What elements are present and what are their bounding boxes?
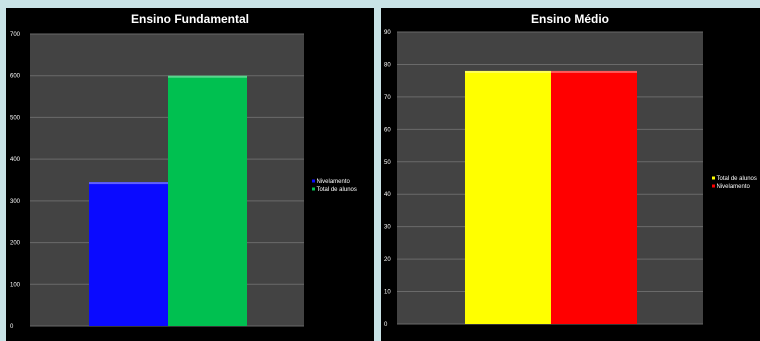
y-tick-label: 70 [384, 95, 391, 101]
y-tick-label: 300 [10, 199, 21, 205]
bar-highlight [551, 70, 637, 73]
y-tick-label: 60 [384, 127, 391, 133]
y-tick-label: 600 [10, 74, 21, 80]
legend-swatch [312, 187, 315, 191]
y-tick-label: 0 [10, 324, 14, 330]
chart-svg-ensino-fundamental: Ensino Fundamental 0 100 200 300 400 500 600 70… [10, 12, 357, 330]
y-tick-label: 700 [10, 32, 21, 38]
bar-highlight [168, 75, 247, 78]
chart-ensino-fundamental: Ensino Fundamental 0 100 200 300 400 500 600 70… [6, 8, 374, 341]
y-tick-label: 20 [384, 257, 391, 263]
y-tick-label: 40 [384, 192, 391, 198]
bar-highlight [89, 182, 168, 185]
chart-title: Ensino Fundamental [131, 12, 249, 26]
bar-nivelamento [551, 70, 637, 324]
legend-swatch [312, 179, 315, 183]
y-tick-label: 80 [384, 62, 391, 68]
bar-nivelamento [89, 182, 168, 326]
y-tick-label: 100 [10, 282, 21, 288]
legend-label: Total de alunos [717, 176, 757, 182]
y-tick-label: 200 [10, 241, 21, 247]
bar-total-de-alunos [168, 75, 247, 326]
y-tick-label: 0 [384, 322, 388, 328]
chart-ensino-medio: Ensino Médio 0 10 20 30 40 50 60 70 80 90 Total de… [381, 8, 760, 341]
chart-title: Ensino Médio [531, 12, 609, 26]
y-tick-label: 500 [10, 115, 21, 121]
legend-label: Nivelamento [317, 179, 351, 185]
y-tick-label: 30 [384, 225, 391, 231]
y-tick-label: 50 [384, 160, 391, 166]
legend-label: Nivelamento [717, 184, 751, 190]
legend-swatch [712, 184, 715, 188]
chart-svg-ensino-medio: Ensino Médio 0 10 20 30 40 50 60 70 80 90 Total de… [384, 12, 757, 328]
bar-total-de-alunos [465, 70, 551, 324]
y-tick-label: 90 [384, 30, 391, 36]
bar-highlight [465, 70, 551, 73]
legend-swatch [712, 176, 715, 180]
y-tick-label: 10 [384, 290, 391, 296]
y-tick-label: 400 [10, 157, 21, 163]
legend-label: Total de alunos [317, 187, 357, 193]
